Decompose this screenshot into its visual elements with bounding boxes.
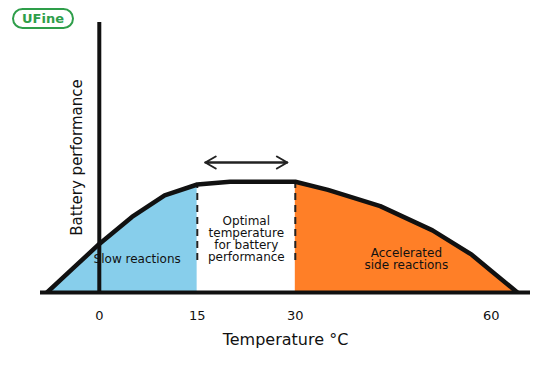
svg-text:Slow reactions: Slow reactions bbox=[94, 252, 181, 266]
svg-text:60: 60 bbox=[483, 308, 500, 323]
svg-text:15: 15 bbox=[189, 308, 206, 323]
svg-text:Optimaltemperaturefor batteryp: Optimaltemperaturefor batteryperformance bbox=[208, 214, 285, 264]
svg-text:Acceleratedside reactions: Acceleratedside reactions bbox=[365, 246, 449, 272]
svg-text:Battery performance: Battery performance bbox=[68, 79, 86, 235]
svg-text:30: 30 bbox=[287, 308, 304, 323]
html-text:UFine: UFine bbox=[22, 11, 64, 26]
svg-text:Temperature °C: Temperature °C bbox=[222, 330, 349, 349]
svg-text:0: 0 bbox=[95, 308, 103, 323]
